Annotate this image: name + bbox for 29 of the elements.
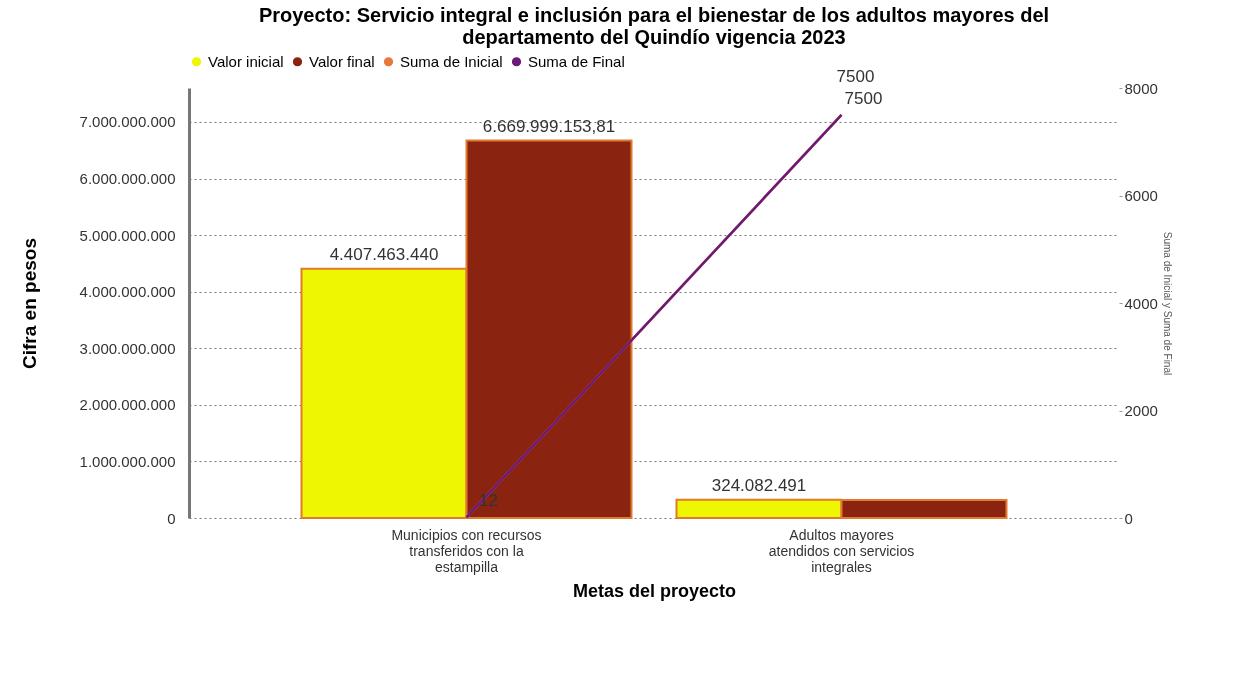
data-label: 7500	[844, 88, 883, 108]
legend-label: Valor final	[309, 52, 375, 70]
y2-tick-label: 0	[1124, 509, 1133, 527]
y-tick-label: 5.000.000.000	[79, 226, 176, 244]
data-label: 6.669.999.153,81	[482, 116, 616, 136]
y2-tick-label: 4000	[1124, 294, 1158, 312]
x-axis-title: Metas del proyecto	[572, 580, 737, 601]
y-tick-label: 2.000.000.000	[79, 396, 176, 414]
y2-tick-label: 8000	[1124, 79, 1158, 97]
y2-axis-title: Suma de Inicial y Suma de Final	[1161, 231, 1173, 376]
x-tick-label: Adultos mayores atendidos con servicios integrales	[768, 526, 915, 575]
legend-label: Valor inicial	[208, 52, 284, 70]
y-tick-label: 6.000.000.000	[79, 170, 176, 188]
y2-tick-label: 2000	[1124, 402, 1158, 419]
data-label: 12	[479, 491, 498, 511]
legend-label: Suma de Inicial	[400, 52, 503, 70]
data-label: 4.407.463.440	[329, 244, 439, 264]
chart-title: Proyecto: Servicio integral e inclusión para el bienestar de los adultos mayores del departamento del Quindío vigencia 2023	[258, 4, 1050, 48]
y-tick-label: 1.000.000.000	[79, 452, 176, 470]
y-axis-title: Cifra en pesos	[18, 238, 40, 369]
y-tick-label: 4.000.000.000	[79, 283, 176, 301]
legend-label: Suma de Final	[528, 52, 625, 70]
y2-tick-label: 6000	[1124, 187, 1158, 204]
y-tick-label: 7.000.000.000	[79, 113, 176, 131]
x-tick-label: Municipios con recursos transferidos con la estampilla	[391, 526, 542, 575]
y-tick-label: 3.000.000.000	[79, 339, 176, 357]
data-label: 7500	[836, 66, 875, 86]
y-tick-label: 0	[167, 509, 176, 527]
data-label: 324.082.491	[711, 475, 807, 495]
